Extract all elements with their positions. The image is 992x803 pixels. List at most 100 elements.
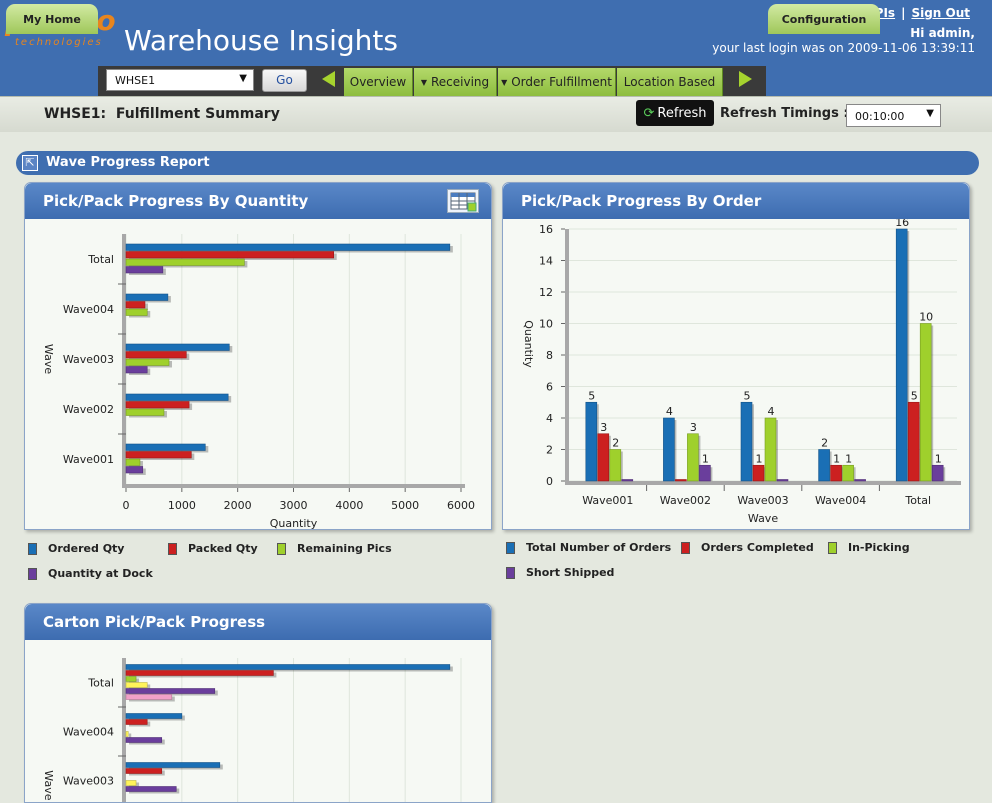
data-grid-icon[interactable] (447, 189, 479, 213)
menu-item-location-based[interactable]: Location Based (617, 68, 723, 96)
page-heading: WHSE1: Fulfillment Summary (44, 106, 280, 122)
legend-swatch (277, 542, 286, 555)
x-tick-label: Wave002 (660, 494, 711, 507)
x-tick-label: 5000 (391, 499, 419, 512)
bar (585, 401, 598, 482)
user-greeting: Hi admin, (910, 26, 975, 40)
data-label: 16 (895, 219, 909, 229)
y-axis (565, 229, 569, 485)
bar (687, 433, 699, 482)
bar (125, 343, 230, 351)
y-axis (122, 234, 126, 484)
bar (125, 664, 451, 670)
data-label: 1 (845, 452, 852, 465)
quantity-chart: Total Wave004 Wave003 Wave002 Wave001 0 1000 20… (42, 234, 475, 529)
bar (842, 464, 854, 482)
data-label: 2 (612, 437, 619, 450)
category-label: Total (87, 677, 114, 690)
bar (125, 768, 163, 774)
y-tick-label: 6 (546, 381, 553, 394)
carton-chart-panel: Carton Pick/Pack Progress Total Wave004 Wa… (24, 603, 492, 803)
legend-swatch (28, 542, 37, 555)
bar (818, 449, 830, 482)
sign-out-link[interactable]: Sign Out (911, 6, 970, 20)
y-tick-label: 16 (539, 223, 553, 236)
tab-configuration[interactable]: Configuration (768, 4, 880, 34)
legend-label: Orders Completed (701, 541, 814, 554)
refresh-timing-select[interactable]: 00:10:00 ▼ (846, 104, 941, 127)
link-separator: | (901, 6, 906, 20)
data-label: 5 (744, 389, 751, 402)
legend-swatch (681, 541, 690, 554)
bar (125, 366, 148, 374)
legend-swatch (506, 541, 515, 554)
bar (125, 408, 165, 416)
nav-prev-arrow-icon[interactable] (322, 71, 335, 87)
bar (895, 228, 908, 482)
x-tick-label: 0 (123, 499, 130, 512)
wave-progress-title: Wave Progress Report (46, 155, 210, 170)
menu-item-label: Order Fulfillment (511, 75, 612, 89)
order-chart: 0246810121416532Wave001431Wave002514Wave… (522, 219, 961, 525)
x-tick-label: Total (904, 494, 931, 507)
wave-progress-header: ⇱ Wave Progress Report (16, 151, 979, 175)
go-button[interactable]: Go (262, 69, 307, 92)
x-tick-label: 1000 (168, 499, 196, 512)
refresh-button[interactable]: ⟳ Refresh (636, 100, 714, 126)
legend-item: Packed Qty (168, 542, 258, 555)
panel-title: Carton Pick/Pack Progress (43, 613, 266, 631)
data-label: 3 (600, 421, 607, 434)
bar (125, 393, 229, 401)
y-axis-title: Wave (42, 770, 55, 800)
category-label: Wave003 (63, 353, 114, 366)
menu-item-order-fulfillment[interactable]: ▼ Order Fulfillment (498, 68, 616, 96)
legend-label: Remaining Pics (297, 542, 392, 555)
legend-item: Ordered Qty (28, 542, 124, 555)
x-axis (565, 481, 961, 485)
bar (907, 401, 920, 482)
menu-item-label: Receiving (431, 75, 490, 89)
menu-item-receiving[interactable]: ▼ Receiving (414, 68, 497, 96)
bar (125, 780, 137, 786)
bar (740, 401, 753, 482)
warehouse-select[interactable]: WHSE1 ▼ (106, 69, 254, 91)
refresh-icon: ⟳ (643, 105, 655, 121)
category-label: Wave001 (63, 453, 114, 466)
bar (854, 479, 866, 482)
x-tick-label: Wave003 (737, 494, 788, 507)
bar (125, 351, 187, 359)
legend-swatch (828, 541, 837, 554)
panel-header (503, 183, 969, 219)
y-axis (122, 658, 126, 802)
panel-header (25, 183, 491, 219)
refresh-timings-label: Refresh Timings : (720, 106, 849, 121)
data-label: 5 (911, 389, 918, 402)
collapse-icon[interactable]: ⇱ (22, 155, 38, 171)
menu-item-label: Location Based (623, 75, 716, 89)
x-axis (122, 484, 465, 488)
category-label: Total (87, 253, 114, 266)
bar (125, 251, 334, 259)
bar (125, 731, 129, 737)
refresh-timing-value: 00:10:00 (855, 110, 905, 123)
category-label: Wave003 (63, 775, 114, 788)
data-label: 4 (666, 405, 673, 418)
panel-title: Pick/Pack Progress By Order (521, 192, 762, 210)
legend-item: Orders Completed (681, 541, 814, 554)
menu-item-overview[interactable]: Overview (344, 68, 413, 96)
bar (621, 479, 634, 482)
y-axis-title: Wave (42, 344, 55, 374)
legend-swatch (168, 542, 177, 555)
tab-my-home[interactable]: My Home (6, 4, 98, 34)
data-label: 2 (821, 437, 828, 450)
app-title: Warehouse Insights (124, 24, 398, 57)
data-label: 1 (702, 452, 709, 465)
bar (125, 682, 148, 688)
bar (830, 464, 842, 482)
bar (125, 308, 148, 316)
y-tick-label: 0 (546, 475, 553, 488)
legend-item: In-Picking (828, 541, 910, 554)
nav-next-arrow-icon[interactable] (739, 71, 752, 87)
bar (663, 417, 675, 482)
legend-item: Quantity at Dock (28, 567, 153, 580)
